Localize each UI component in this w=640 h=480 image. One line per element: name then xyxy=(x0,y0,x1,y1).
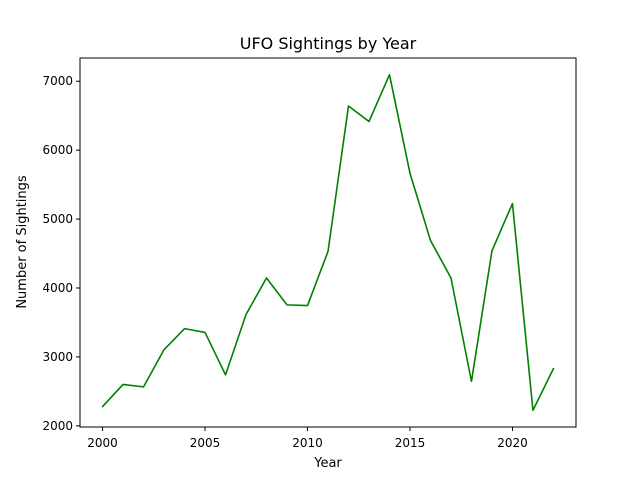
x-tick-label: 2010 xyxy=(292,436,323,450)
x-tick-label: 2020 xyxy=(497,436,528,450)
y-tick-label: 6000 xyxy=(42,143,73,157)
x-tick-label: 2015 xyxy=(395,436,426,450)
y-axis-ticks: 2000 3000 4000 5000 6000 7000 xyxy=(42,74,80,433)
chart-title: UFO Sightings by Year xyxy=(240,34,417,53)
y-tick-label: 5000 xyxy=(42,212,73,226)
x-tick-label: 2005 xyxy=(190,436,221,450)
y-tick-label: 3000 xyxy=(42,350,73,364)
x-axis-ticks: 2000 2005 2010 2015 2020 xyxy=(87,427,528,450)
y-tick-label: 2000 xyxy=(42,419,73,433)
series-group xyxy=(101,73,555,412)
x-axis-label: Year xyxy=(313,456,342,471)
y-axis-label: Number of Sightings xyxy=(15,175,30,309)
y-tick-label: 4000 xyxy=(42,281,73,295)
plot-area-frame xyxy=(79,57,577,428)
x-tick-label: 2000 xyxy=(87,436,118,450)
series-line xyxy=(101,73,555,412)
y-tick-label: 7000 xyxy=(42,74,73,88)
